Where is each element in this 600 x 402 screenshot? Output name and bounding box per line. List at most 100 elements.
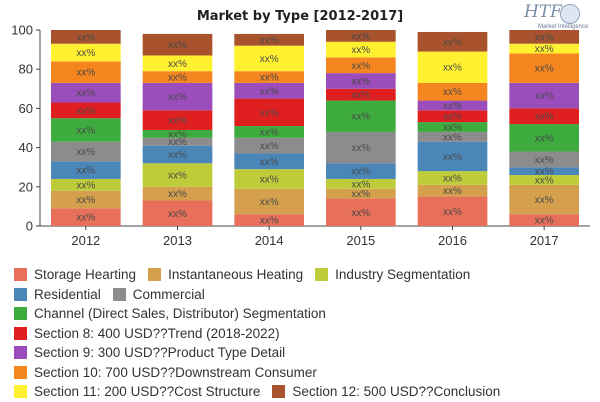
bar-segment [142, 186, 213, 201]
bar-segment-label: xx% [260, 174, 279, 185]
x-tick-label: 2014 [255, 233, 284, 248]
bar-segment [509, 124, 579, 152]
bar-segment [234, 214, 304, 226]
brand-logo: HTF Market Intelligence [524, 2, 590, 32]
legend-item: Section 9: 300 USD??Product Type Detail [14, 345, 285, 360]
bar-segment [142, 145, 213, 164]
bar-segment-label: xx% [443, 37, 462, 48]
bar-segment-label: xx% [351, 90, 370, 101]
legend-swatch [14, 326, 27, 340]
legend-label: Section 12: 500 USD??Conclusion [292, 384, 501, 400]
legend-item: Channel (Direct Sales, Distributor) Segm… [14, 306, 326, 321]
legend-swatch [14, 346, 27, 360]
x-tick-label: 2012 [71, 233, 100, 248]
bar-segment [417, 131, 488, 142]
bar-segment [417, 196, 488, 226]
bar-segment-label: xx% [443, 152, 462, 163]
legend-label: Commercial [132, 286, 205, 302]
bar-segment [142, 71, 213, 83]
chart-legend: Storage Hearting Instantaneous Heating Ind… [14, 265, 594, 402]
bar-segment [326, 41, 396, 58]
bar-segment [509, 167, 579, 176]
bar-segment [509, 30, 579, 44]
bar-segment [509, 184, 579, 215]
bar-segment-label: xx% [76, 68, 95, 79]
bar-segment [51, 82, 121, 103]
bar-segment [509, 151, 579, 168]
legend-item: Commercial [112, 286, 205, 302]
legend-row: Section 11: 200 USD??Cost Structure Secti… [14, 382, 594, 402]
globe-icon [560, 4, 580, 24]
bar-segment-label: xx% [443, 87, 462, 98]
legend-swatch [14, 385, 27, 399]
legend-row: Section 10: 700 USD??Downstream Consumer [14, 363, 594, 383]
bar-segment [417, 51, 488, 83]
bar-segment-label: xx% [535, 195, 554, 206]
legend-label: Storage Hearting [34, 267, 137, 283]
x-tick-label: 2015 [346, 233, 375, 248]
legend-label: Channel (Direct Sales, Distributor) Segm… [34, 306, 326, 322]
legend-swatch [148, 268, 162, 282]
bar-segment-label: xx% [168, 116, 187, 127]
bar-segment [417, 122, 488, 132]
bar-segment [142, 82, 213, 111]
legend-label: Instantaneous Heating [168, 267, 304, 283]
bar-segment [51, 161, 121, 179]
bar-segment [234, 137, 304, 154]
bar-segment [142, 33, 213, 56]
bar-segment-label: xx% [260, 141, 279, 152]
bar-segment-label: xx% [351, 208, 370, 219]
bar-segment [417, 184, 488, 197]
legend-swatch [14, 307, 27, 321]
bar-segment [234, 82, 304, 99]
bar-segment [326, 57, 396, 74]
bar-segment-label: xx% [443, 123, 462, 134]
logo-text: HTF [524, 2, 562, 22]
bar-segment-label: xx% [351, 31, 370, 42]
legend-swatch [14, 268, 27, 282]
bar-segment-label: xx% [168, 59, 187, 70]
bar-segment [509, 53, 579, 83]
bar-segment [234, 188, 304, 215]
bar-segment-label: xx% [76, 106, 95, 117]
bar-segment [417, 110, 488, 123]
bar-segment-label: xx% [535, 91, 554, 102]
bar-segment-label: xx% [535, 155, 554, 166]
logo-subtitle: Market Intelligence [538, 24, 589, 30]
y-tick-label: 20 [19, 179, 33, 194]
bar-segment-label: xx% [535, 44, 554, 55]
bar-segment [142, 55, 213, 72]
bar-segment-label: xx% [76, 88, 95, 99]
bar-segment [142, 110, 213, 130]
bar-segment [326, 131, 396, 164]
x-tick-label: 2016 [438, 233, 467, 248]
legend-label: Section 9: 300 USD??Product Type Detail [34, 345, 286, 361]
legend-label: Industry Segmentation [335, 267, 471, 283]
bar-segment-label: xx% [535, 112, 554, 123]
bar-segment [509, 108, 579, 125]
bar-segment [509, 175, 579, 185]
bar-segment-label: xx% [168, 92, 187, 103]
bar-segment [51, 102, 121, 119]
legend-item: Storage Hearting [14, 267, 136, 282]
bar-segment-label: xx% [260, 86, 279, 97]
bar-segment [326, 88, 396, 101]
bar-segment-label: xx% [443, 132, 462, 143]
bar-segment [417, 141, 488, 172]
bar-segment [234, 98, 304, 127]
legend-row: Residential Commercial [14, 285, 594, 305]
bar-segment [417, 171, 488, 185]
bar-segment-label: xx% [76, 147, 95, 158]
legend-item: Residential [14, 287, 101, 302]
legend-row: Section 9: 300 USD??Product Type Detail [14, 343, 594, 363]
chart: Market by Type [2012-2017] 0 20 40 60 80 100 x… [11, 9, 590, 248]
bar-segment-label: xx% [260, 197, 279, 208]
bar-segment-label: xx% [76, 48, 95, 59]
x-tick-label: 2013 [163, 233, 192, 248]
bar-segment-label: xx% [535, 216, 554, 227]
legend-swatch [14, 287, 27, 301]
bar-segment [234, 153, 304, 170]
bar-segment [509, 43, 579, 54]
legend-label: Section 10: 700 USD??Downstream Consumer [34, 364, 317, 380]
bar-segment [142, 129, 213, 138]
